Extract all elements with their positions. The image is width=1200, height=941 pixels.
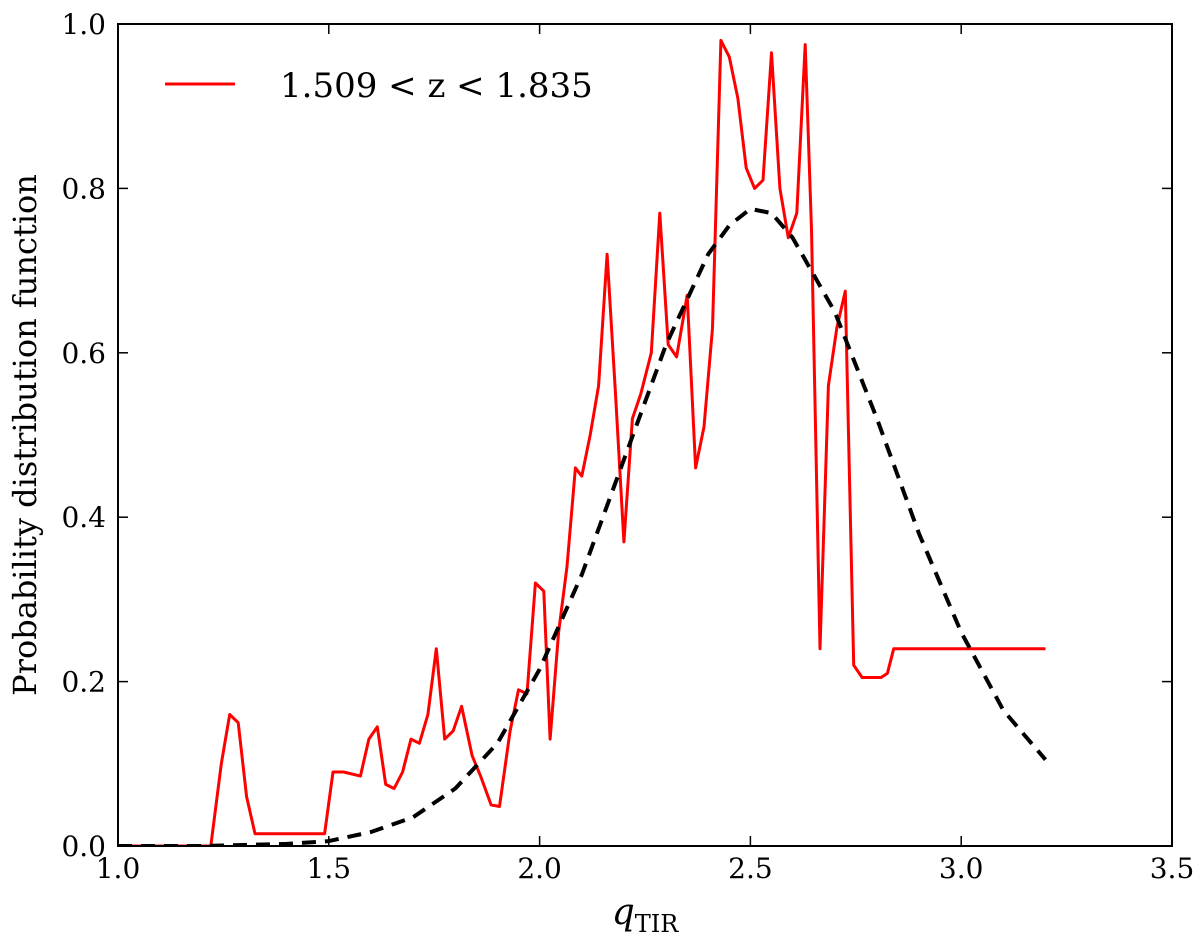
plot-marks	[118, 38, 1048, 846]
y-tick-label: 0.8	[61, 172, 106, 205]
y-tick-label: 0.2	[61, 666, 106, 699]
x-tick-label: 3.0	[939, 852, 984, 885]
x-tick-label: 3.5	[1150, 852, 1195, 885]
x-axis-label-subscript: TIR	[635, 910, 679, 938]
x-tick-label: 2.0	[517, 852, 562, 885]
legend-entry-label: 1.509 < z < 1.835	[280, 66, 593, 106]
plot-frame	[117, 23, 1173, 847]
fit-curve-series	[118, 206, 1048, 846]
y-tick-label: 1.0	[61, 8, 106, 41]
axis-ticks: 1.0 1.5 2.0 2.5 3.0 3.5 0.0 0.2 0.4 0.6 0.8 1.0	[61, 8, 1194, 885]
histogram-series	[118, 38, 1046, 846]
x-tick-label: 1.0	[96, 852, 141, 885]
x-axis-label-main: q	[612, 892, 635, 933]
y-tick-label: 0.0	[61, 830, 106, 863]
y-tick-label: 0.4	[61, 501, 106, 534]
x-tick-label: 2.5	[728, 852, 773, 885]
legend: 1.509 < z < 1.835	[165, 66, 593, 106]
y-axis-label: Probability distribution function	[6, 174, 44, 696]
x-axis-label: qTIR	[612, 892, 680, 938]
x-tick-label: 1.5	[307, 852, 352, 885]
y-tick-label: 0.6	[61, 337, 106, 370]
